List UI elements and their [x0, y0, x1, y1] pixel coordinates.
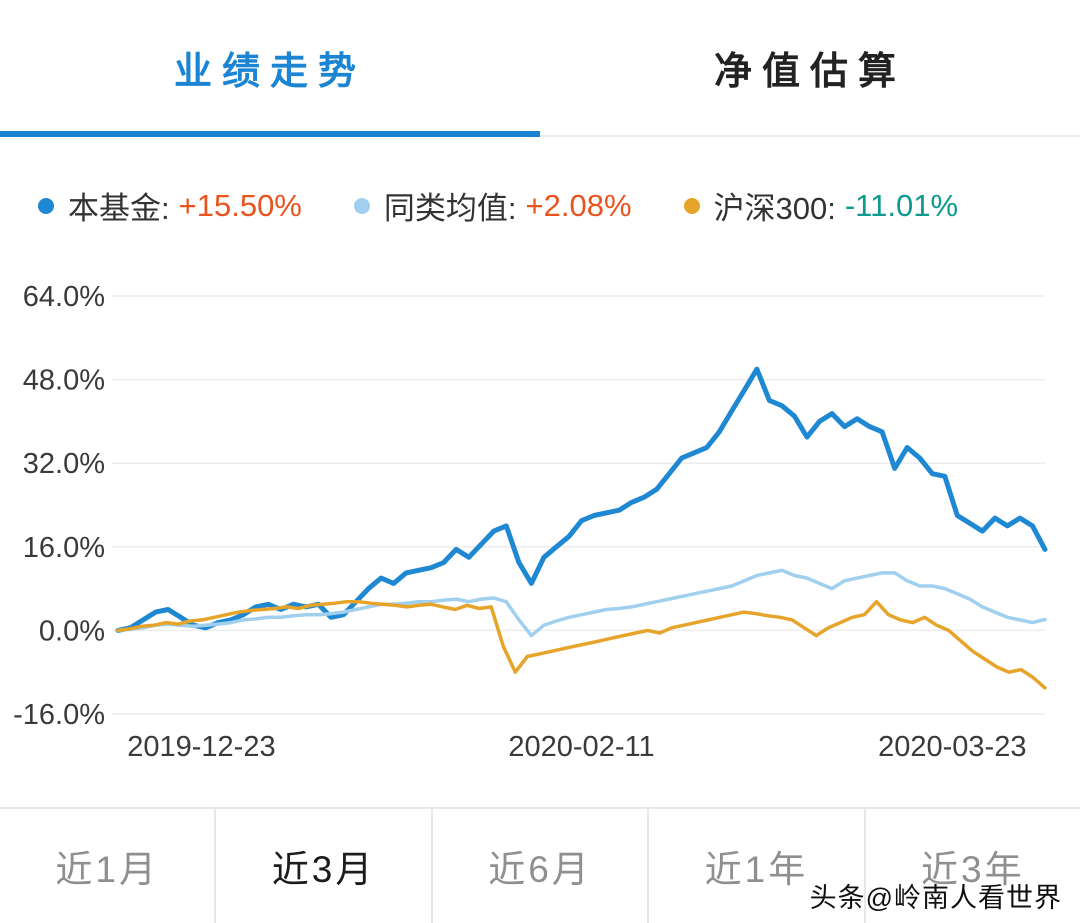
svg-text:16.0%: 16.0%	[23, 532, 105, 564]
range-tab-1month[interactable]: 近1月	[0, 809, 217, 923]
svg-text:32.0%: 32.0%	[23, 448, 105, 480]
range-tab-6months-label: 近6月	[488, 849, 592, 890]
top-tab-bar: 业绩走势 净值估算	[0, 0, 1080, 137]
peer-series-value: +2.08%	[525, 187, 632, 223]
svg-text:2020-03-23: 2020-03-23	[878, 731, 1026, 763]
svg-text:0.0%: 0.0%	[39, 615, 105, 647]
fund-series-value: +15.50%	[178, 187, 302, 223]
csi300-series-label: 沪深300:	[713, 191, 836, 226]
peer-series-label: 同类均值:	[383, 191, 517, 226]
range-tab-3years-label: 近3年	[921, 849, 1025, 890]
tab-performance-trend[interactable]: 业绩走势	[0, 0, 540, 135]
range-tab-3years[interactable]: 近3年	[866, 809, 1080, 923]
svg-text:2019-12-23: 2019-12-23	[127, 731, 275, 763]
range-tab-3months-label: 近3月	[271, 849, 376, 890]
tab-performance-trend-label: 业绩走势	[173, 51, 366, 93]
range-tab-6months[interactable]: 近6月	[433, 809, 650, 923]
time-range-tab-bar: 近1月 近3月 近6月 近1年 近3年	[0, 807, 1080, 923]
svg-text:48.0%: 48.0%	[23, 365, 105, 397]
legend-item-fund: 本基金: +15.50%	[38, 183, 302, 228]
csi300-series-dot-icon	[683, 197, 700, 214]
tab-nav-estimate-label: 净值估算	[713, 51, 906, 93]
svg-text:64.0%: 64.0%	[23, 281, 105, 313]
range-tab-1month-label: 近1月	[55, 849, 159, 890]
fund-series-label: 本基金:	[68, 191, 170, 226]
watermark-text: 头条@岭南人看世界	[809, 883, 1062, 913]
csi300-series-value: -11.01%	[844, 187, 959, 223]
chart-legend: 本基金: +15.50% 同类均值: +2.08% 沪深300: -11.01%	[38, 183, 1070, 228]
performance-chart-svg: 64.0% 48.0% 32.0% 16.0% 0.0% -16.0% 2019-12-23…	[13, 281, 1048, 763]
performance-line-chart: 64.0% 48.0% 32.0% 16.0% 0.0% -16.0% 2019-12-23…	[0, 270, 1080, 770]
legend-item-csi300: 沪深300: -11.01%	[683, 183, 959, 228]
tab-nav-estimate[interactable]: 净值估算	[540, 0, 1080, 135]
range-tab-1year-label: 近1年	[704, 849, 809, 890]
active-tab-underline	[0, 131, 540, 137]
fund-series-dot-icon	[38, 197, 54, 214]
range-tab-3months[interactable]: 近3月	[216, 809, 433, 923]
svg-text:2020-02-11: 2020-02-11	[508, 731, 654, 763]
peer-series-dot-icon	[353, 197, 370, 214]
range-tab-1year[interactable]: 近1年	[649, 809, 866, 923]
svg-text:-16.0%: -16.0%	[13, 699, 105, 731]
legend-item-peer-average: 同类均值: +2.08%	[353, 183, 632, 228]
